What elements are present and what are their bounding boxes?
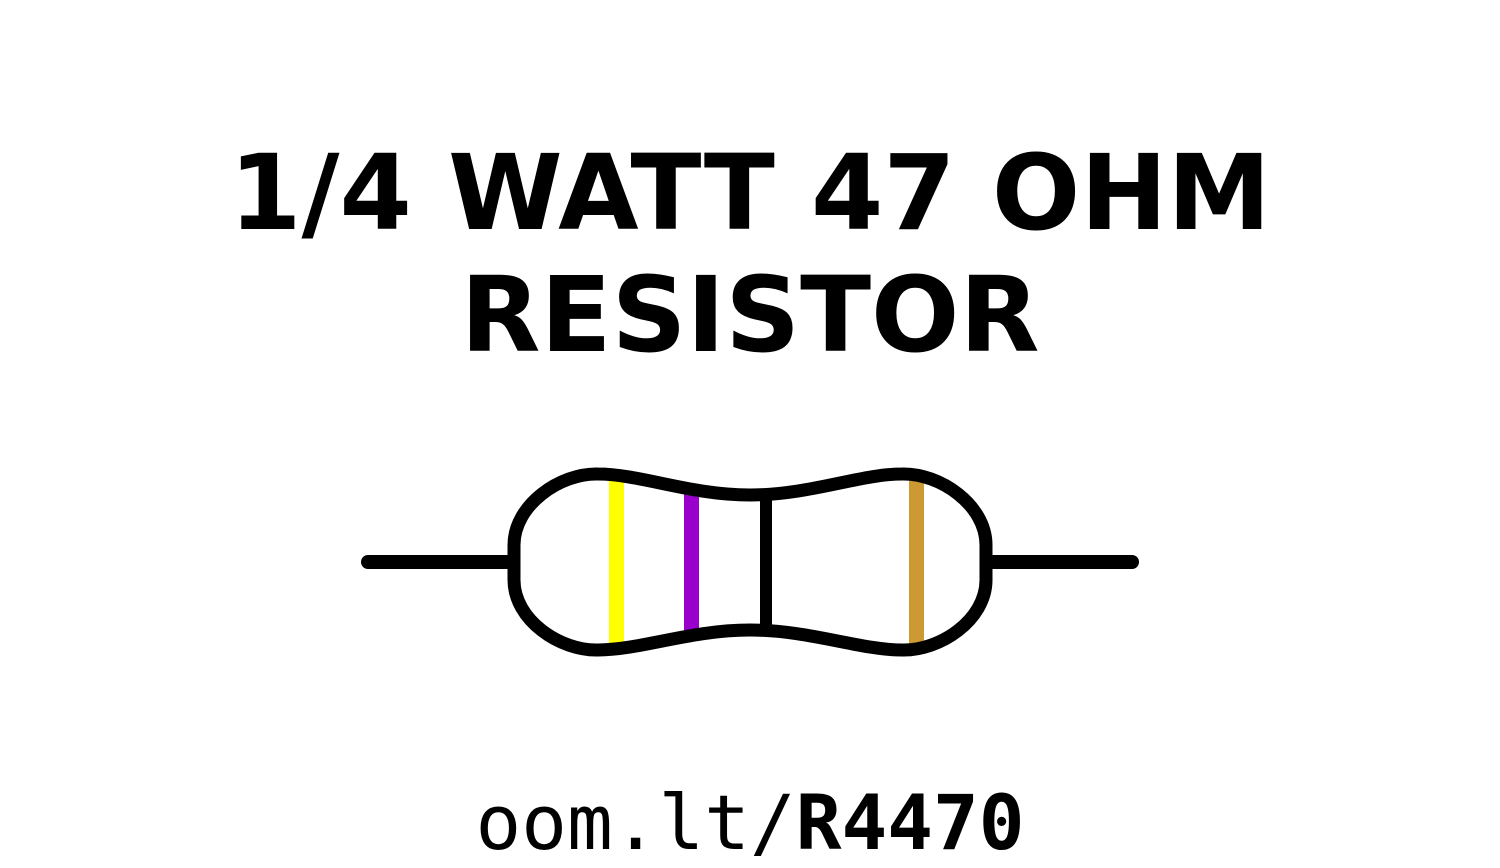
url-code: R4470 bbox=[795, 778, 1025, 867]
color-band-1 bbox=[609, 473, 624, 651]
color-band-2 bbox=[684, 473, 699, 651]
resistor-body-outline bbox=[507, 467, 993, 657]
resistor-body-fill bbox=[514, 473, 986, 651]
resistor-icon bbox=[361, 467, 1139, 657]
title-line-2: RESISTOR bbox=[460, 254, 1040, 376]
title-line-1: 1/4 WATT 47 OHM bbox=[229, 132, 1271, 254]
page-title: 1/4 WATT 47 OHM RESISTOR bbox=[0, 132, 1500, 376]
url-prefix: oom.lt/ bbox=[475, 778, 796, 867]
product-url[interactable]: oom.lt/R4470 bbox=[0, 778, 1500, 868]
color-band-3 bbox=[909, 473, 924, 651]
